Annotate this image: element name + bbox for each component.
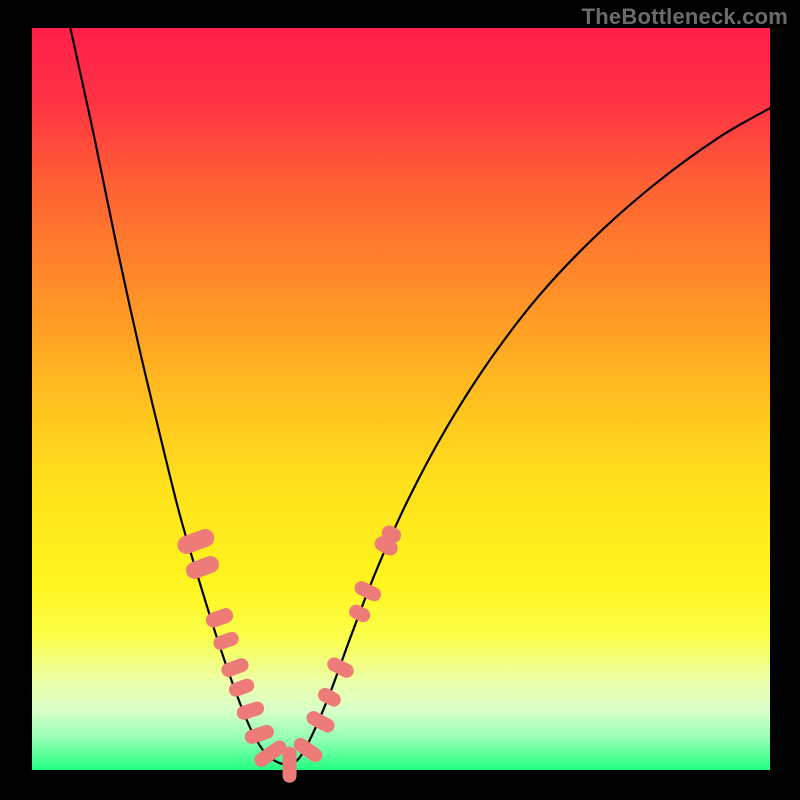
plot-background	[32, 28, 770, 770]
watermark-text: TheBottleneck.com	[582, 4, 788, 30]
chart-svg	[0, 0, 800, 800]
marker-capsule	[283, 747, 297, 783]
root-container: TheBottleneck.com	[0, 0, 800, 800]
